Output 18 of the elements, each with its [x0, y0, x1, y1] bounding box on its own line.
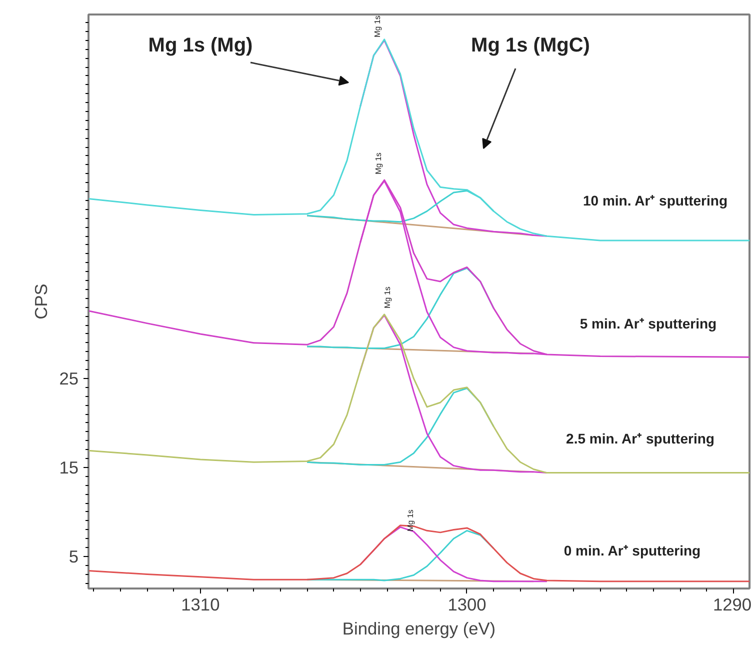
x-axis-title: Binding energy (eV) — [342, 618, 496, 638]
annotation: 2.5 min. Ar⁺ sputtering — [566, 430, 714, 446]
annotation: 10 min. Ar⁺ sputtering — [582, 192, 728, 208]
annotation: Mg 1s — [406, 510, 415, 532]
y-tick-label: 5 — [68, 546, 79, 566]
annotation: 0 min. Ar⁺ sputtering — [564, 542, 701, 558]
annotation: Mg 1s — [383, 286, 392, 308]
annotation: Mg 1s — [374, 152, 383, 174]
annotation: 5 min. Ar⁺ sputtering — [580, 316, 717, 332]
y-tick-label: 15 — [59, 457, 79, 478]
x-tick-label: 1290 — [712, 594, 751, 614]
y-axis-title: CPS — [31, 284, 52, 320]
x-tick-label: 1310 — [181, 594, 220, 614]
y-tick-label: 25 — [59, 368, 79, 388]
x-tick-label: 1300 — [448, 594, 486, 614]
annotation: Mg 1s (MgC) — [471, 34, 590, 56]
annotation: Mg 1s (Mg) — [148, 34, 253, 56]
annotation: Mg 1s — [373, 16, 382, 38]
